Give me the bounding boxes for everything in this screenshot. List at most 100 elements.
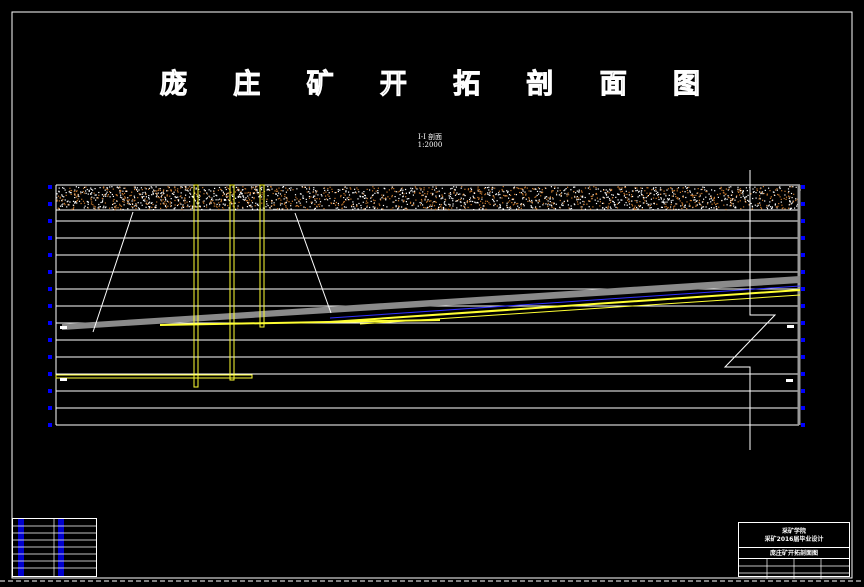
soil-speck <box>270 186 272 188</box>
soil-speck <box>372 206 374 208</box>
soil-speck <box>215 199 217 201</box>
soil-speck <box>102 207 104 209</box>
soil-speck <box>792 186 794 188</box>
soil-speck <box>492 195 494 197</box>
soil-speck <box>582 200 584 203</box>
soil-speck <box>377 190 379 192</box>
soil-speck <box>283 198 285 200</box>
soil-speck <box>628 201 630 203</box>
soil-speck <box>595 188 597 190</box>
soil-speck <box>690 200 692 202</box>
soil-speck <box>255 186 257 188</box>
soil-speck <box>638 195 641 197</box>
soil-speck <box>759 195 761 197</box>
soil-speck <box>728 188 730 190</box>
soil-speck <box>657 196 660 198</box>
soil-speck <box>784 190 786 192</box>
soil-speck <box>499 193 501 196</box>
soil-speck <box>379 198 381 200</box>
soil-speck <box>684 204 686 206</box>
soil-speck <box>673 190 675 192</box>
soil-speck <box>686 187 688 189</box>
soil-speck <box>365 202 367 204</box>
soil-speck <box>441 194 443 196</box>
soil-speck <box>588 206 590 208</box>
soil-speck <box>638 190 640 192</box>
soil-speck <box>258 196 260 198</box>
soil-speck <box>424 193 426 195</box>
soil-speck <box>632 195 634 198</box>
soil-speck <box>356 205 358 208</box>
soil-speck <box>698 199 701 201</box>
soil-speck <box>223 193 225 195</box>
soil-speck <box>311 201 313 203</box>
soil-speck <box>245 199 247 201</box>
soil-speck <box>159 188 161 190</box>
soil-speck <box>550 186 552 188</box>
soil-speck <box>238 188 240 190</box>
soil-speck <box>730 201 732 204</box>
elevation-marker <box>801 321 805 325</box>
soil-speck <box>401 206 403 208</box>
soil-speck <box>595 192 597 195</box>
soil-speck <box>260 189 263 191</box>
soil-speck <box>170 198 172 200</box>
soil-speck <box>428 187 430 189</box>
soil-speck <box>132 198 134 201</box>
soil-speck <box>92 189 94 191</box>
soil-speck <box>112 200 114 202</box>
soil-speck <box>313 187 315 189</box>
soil-speck <box>237 196 240 198</box>
soil-speck <box>254 205 256 207</box>
soil-speck <box>74 197 76 199</box>
soil-speck <box>789 186 791 188</box>
drawing-border <box>11 11 853 579</box>
soil-speck <box>634 208 636 210</box>
soil-speck <box>419 187 421 189</box>
soil-speck <box>119 187 121 189</box>
soil-speck <box>599 205 601 207</box>
soil-speck <box>613 203 615 205</box>
soil-speck <box>262 207 264 209</box>
soil-speck <box>596 197 598 199</box>
soil-speck <box>199 191 201 193</box>
soil-speck <box>593 186 595 188</box>
soil-speck <box>228 199 230 202</box>
soil-speck <box>475 202 477 204</box>
soil-speck <box>122 194 124 196</box>
soil-speck <box>702 186 704 188</box>
soil-speck <box>249 194 251 196</box>
soil-speck <box>456 207 458 209</box>
soil-speck <box>478 189 480 191</box>
soil-speck <box>402 196 404 198</box>
soil-speck <box>607 205 609 207</box>
soil-speck <box>280 199 282 201</box>
soil-speck <box>220 189 222 191</box>
soil-speck <box>364 194 366 196</box>
soil-speck <box>528 198 530 200</box>
soil-speck <box>311 202 313 205</box>
soil-speck <box>472 195 474 197</box>
soil-speck <box>611 188 613 191</box>
soil-speck <box>364 195 366 197</box>
soil-speck <box>285 206 287 208</box>
elevation-marker <box>801 372 805 376</box>
soil-speck <box>395 191 397 193</box>
soil-speck <box>90 199 92 201</box>
title-char: 剖 <box>526 69 554 101</box>
soil-speck <box>432 202 434 204</box>
soil-speck <box>672 191 674 193</box>
soil-speck <box>160 196 163 199</box>
soil-speck <box>357 198 359 200</box>
soil-speck <box>90 188 92 190</box>
soil-speck <box>133 186 135 188</box>
soil-speck <box>405 188 407 191</box>
section-name: I-I 剖面 <box>417 133 443 141</box>
soil-speck <box>703 198 705 200</box>
soil-speck <box>148 197 150 199</box>
soil-speck <box>94 206 96 208</box>
soil-speck <box>430 200 432 202</box>
soil-speck <box>461 186 463 188</box>
soil-speck <box>112 188 114 190</box>
soil-speck <box>61 204 63 206</box>
